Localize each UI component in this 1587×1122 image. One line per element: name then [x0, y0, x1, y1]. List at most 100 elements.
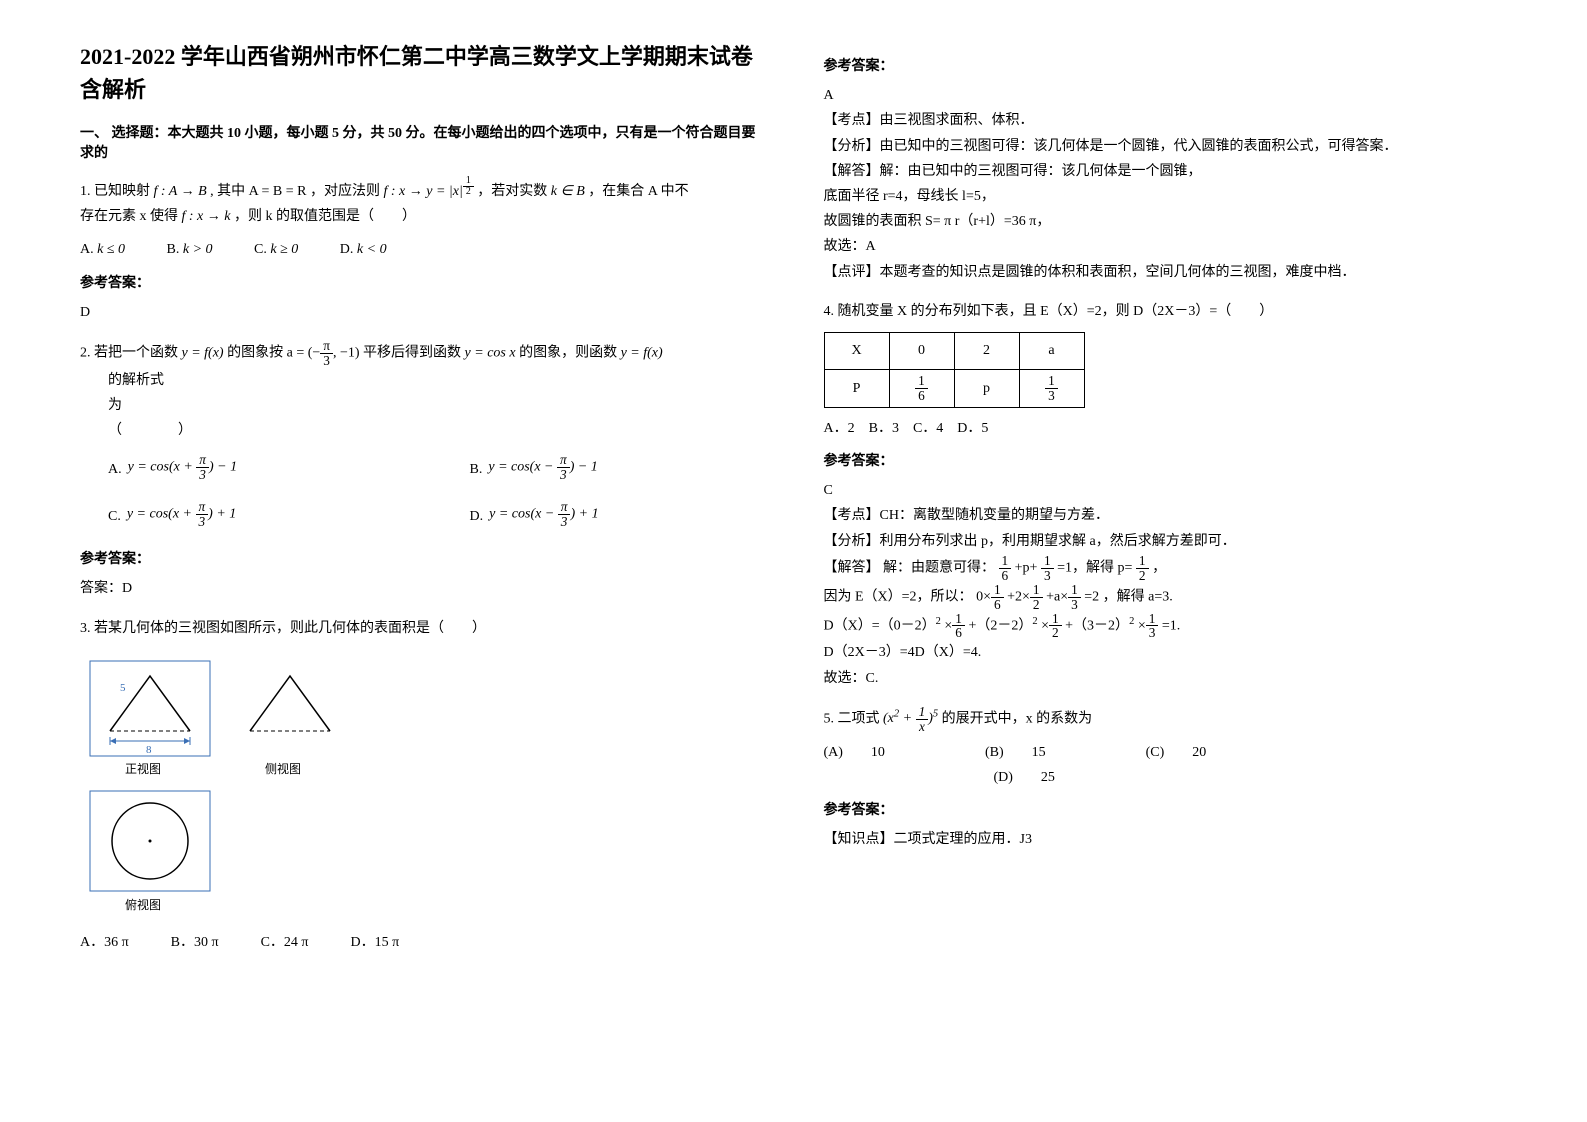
q1-stem-c: ，若对实数	[477, 184, 551, 199]
q5-kp-label: 【知识点】	[824, 832, 894, 847]
q1-line2-b: ，则 k 的取值范围是（ ）	[234, 209, 416, 224]
q4-s2-d1: 6	[991, 598, 1004, 612]
q5-opt-c: (C) 20	[1146, 740, 1207, 765]
q4-s1-d3: 2	[1136, 569, 1149, 583]
q4-s3-d: ×	[1041, 618, 1049, 633]
question-3: 3. 若某几何体的三视图如图所示，则此几何体的表面积是（ ） 5	[80, 616, 764, 956]
top-center-dot	[149, 839, 152, 842]
q1-options: A. k ≤ 0 B. k > 0 C. k ≥ 0 D. k < 0	[80, 237, 764, 262]
q4-s3-g: =1.	[1162, 618, 1180, 633]
q2-options-row2: C. y = cos(x + π3) + 1 D. y = cos(x − π3…	[108, 500, 764, 529]
q4-x-label: X	[824, 332, 889, 369]
q2-a-post: ) − 1	[209, 460, 237, 475]
question-1: 1. 已知映射 f : A → B , 其中 A = B = R ，对应法则 f…	[80, 176, 764, 325]
q4-s1-n3: 1	[1136, 554, 1149, 569]
q1-stem-a: 1. 已知映射	[80, 184, 154, 199]
right-column: 参考答案： A 【考点】由三视图求面积、体积． 【分析】由已知中的三视图可得：该…	[824, 40, 1508, 969]
q2-d-post: ) + 1	[570, 507, 598, 522]
q3-jieda-4: 故选：A	[824, 234, 1508, 259]
q5-opt-b: (B) 15	[985, 740, 1046, 765]
q2-opt-b: B. y = cos(x − π3) − 1	[470, 453, 598, 482]
question-5: 5. 二项式 (x2 + 1x)5 的展开式中，x 的系数为 (A) 10 (B…	[824, 705, 1508, 853]
dim-8-label: 8	[146, 744, 152, 756]
q2-stem-f: 为	[108, 393, 764, 418]
q1-kinb: k ∈ B	[551, 184, 585, 199]
q4-s4: D（2X－3）=4D（X）=4.	[824, 640, 1508, 665]
page: 2021-2022 学年山西省朔州市怀仁第二中学高三数学文上学期期末试卷含解析 …	[80, 40, 1507, 969]
q2-yfx: y = f(x)	[182, 346, 224, 361]
q2-options-row1: A. y = cos(x + π3) − 1 B. y = cos(x − π3…	[108, 453, 764, 482]
q4-table-row-p: P 16 p 13	[824, 369, 1084, 407]
q4-answer-heading: 参考答案：	[824, 449, 1508, 474]
q4-p-a: 13	[1019, 369, 1084, 407]
q4-s3-sq1: 2	[936, 616, 941, 627]
q4-s3-b: ×	[944, 618, 952, 633]
q4-s3-f: ×	[1138, 618, 1146, 633]
question-2: 2. 若把一个函数 y = f(x) 的图象按 a = (−π3, −1) 平移…	[80, 339, 764, 602]
document-title: 2021-2022 学年山西省朔州市怀仁第二中学高三数学文上学期期末试卷含解析	[80, 40, 764, 106]
q4-pa-d: 3	[1045, 389, 1058, 403]
q2-d-pre: y = cos(x −	[489, 507, 558, 522]
q4-s3-e: +（3－2）	[1065, 618, 1129, 633]
q3-answer-block: 参考答案： A 【考点】由三视图求面积、体积． 【分析】由已知中的三视图可得：该…	[824, 54, 1508, 285]
slant-label: 5	[120, 682, 126, 694]
q4-p-0: 16	[889, 369, 954, 407]
q2-stem-e: 的解析式	[108, 368, 764, 393]
q4-s1-mid: +p+	[1015, 560, 1038, 575]
q2-a-den: 3	[196, 468, 209, 482]
q1-answer-heading: 参考答案：	[80, 271, 764, 296]
q1-map-f: f : A → B	[154, 184, 207, 199]
q4-p0-n: 1	[915, 374, 928, 389]
q4-options: A．2 B．3 C．4 D．5	[824, 416, 1508, 441]
q2-vec-pre: = (−	[296, 346, 320, 361]
q4-x-2: 2	[954, 332, 1019, 369]
q3-options: A．36 π B．30 π C．24 π D．15 π	[80, 930, 764, 955]
q3-jieda-label: 【解答】	[824, 164, 880, 179]
q4-s3-d2: 2	[1049, 626, 1062, 640]
q4-s2-b: ，解得 a=3.	[1103, 589, 1173, 604]
q4-x-a: a	[1019, 332, 1084, 369]
q2-vec-post: , −1)	[333, 346, 360, 361]
q4-s2-n3: 1	[1068, 583, 1081, 598]
q3-answer-letter: A	[824, 83, 1508, 108]
q4-s2-a: 因为 E（X）=2，所以：	[824, 589, 973, 604]
q4-s3-sq3: 2	[1129, 616, 1134, 627]
q3-fenxi-label: 【分析】	[824, 139, 880, 154]
q4-s2-ea: 0×	[976, 589, 991, 604]
q2-opt-c-label: C.	[108, 504, 121, 529]
q4-s3-sq2: 2	[1032, 616, 1037, 627]
q4-s3-n2: 1	[1049, 612, 1062, 627]
left-column: 2021-2022 学年山西省朔州市怀仁第二中学高三数学文上学期期末试卷含解析 …	[80, 40, 764, 969]
q2-a-pre: y = cos(x +	[128, 460, 197, 475]
q1-exp-den: 2	[463, 187, 474, 197]
q4-s2-ed: =2	[1084, 589, 1099, 604]
q4-s5: 故选：C.	[824, 666, 1508, 691]
q5-fr-n: 1	[916, 705, 929, 720]
q2-opt-d-label: D.	[470, 504, 484, 529]
q4-table-row-x: X 0 2 a	[824, 332, 1084, 369]
q1-line2-a: 存在元素 x 使得	[80, 209, 182, 224]
q2-stem-a: 2. 若把一个函数	[80, 346, 182, 361]
q4-s1-a: 解：由题意可得：	[883, 560, 995, 575]
q2-opt-b-label: B.	[470, 457, 483, 482]
q2-c-den: 3	[196, 515, 209, 529]
q4-s2-ec: +a×	[1046, 589, 1068, 604]
q4-fenxi: 利用分布列求出 p，利用期望求解 a，然后求解方差即可．	[880, 534, 1236, 549]
q2-vec-den: 3	[320, 354, 333, 368]
q4-s1-n2: 1	[1041, 554, 1054, 569]
q1-opt-d: k < 0	[357, 242, 387, 257]
q4-s2-eb: +2×	[1007, 589, 1030, 604]
q4-s3-d1: 6	[952, 626, 965, 640]
q2-opt-c: C. y = cos(x + π3) + 1	[108, 500, 410, 529]
q2-stem-d: 的图象，则函数	[519, 346, 621, 361]
q3-stem: 3. 若某几何体的三视图如图所示，则此几何体的表面积是（ ）	[80, 616, 764, 641]
q2-stem-c: 平移后得到函数	[363, 346, 465, 361]
q5-kp: 二项式定理的应用．J3	[894, 832, 1032, 847]
q2-b-pre: y = cos(x −	[488, 460, 557, 475]
q3-dianping: 本题考查的知识点是圆锥的体积和表面积，空间几何体的三视图，难度中档．	[880, 265, 1356, 280]
q2-stem-g: （ ）	[108, 418, 764, 443]
q4-p-2: p	[954, 369, 1019, 407]
q5-answer-heading: 参考答案：	[824, 798, 1508, 823]
q3-kaodian-label: 【考点】	[824, 113, 880, 128]
question-4: 4. 随机变量 X 的分布列如下表，且 E（X）=2，则 D（2X－3）=（ ）…	[824, 299, 1508, 691]
